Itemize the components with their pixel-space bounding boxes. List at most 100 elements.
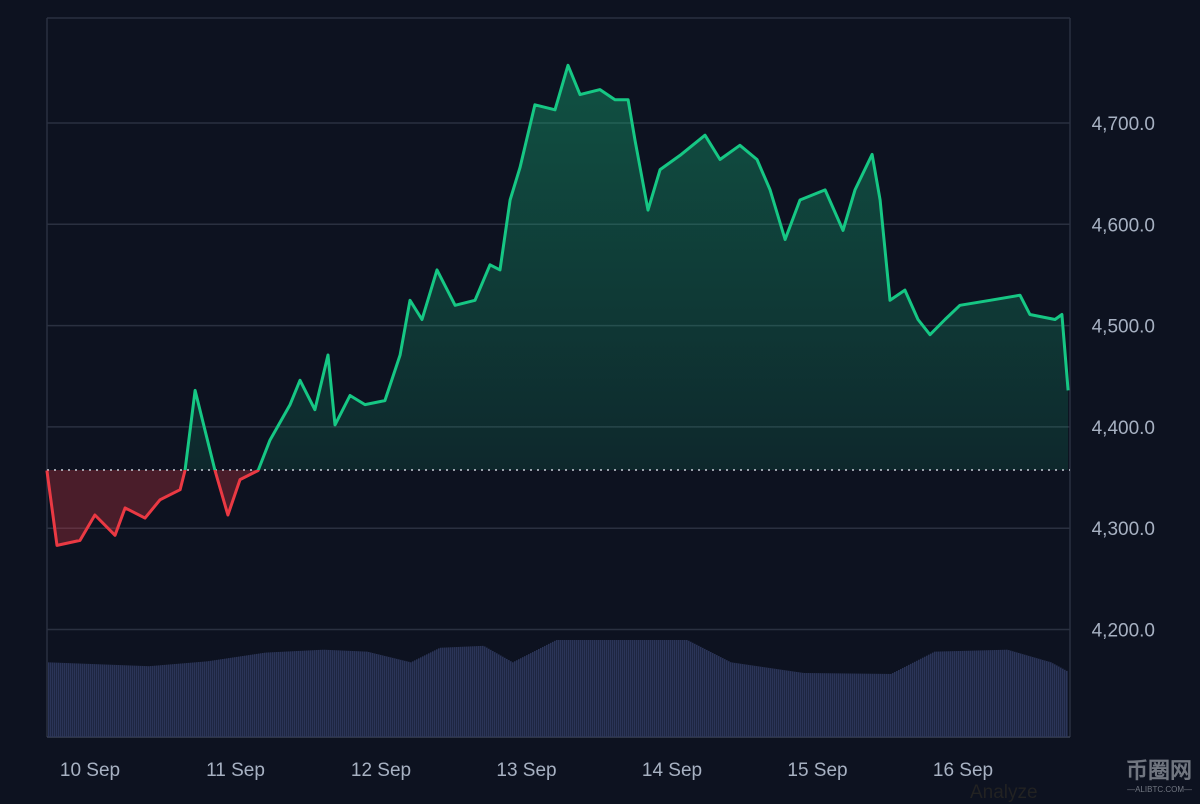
volume-bar <box>394 658 396 737</box>
volume-bar <box>764 667 766 737</box>
volume-bar <box>1064 669 1066 737</box>
volume-bar <box>444 647 446 737</box>
volume-bar <box>916 660 918 737</box>
volume-bar <box>578 640 580 737</box>
volume-bar <box>1018 652 1020 737</box>
volume-bar <box>446 647 448 737</box>
volume-bar <box>528 654 530 737</box>
volume-bar <box>490 649 492 737</box>
volume-bar <box>220 659 222 737</box>
volume-bar <box>546 644 548 737</box>
volume-bar <box>180 663 182 737</box>
volume-bar <box>742 664 744 737</box>
volume-bar <box>708 650 710 737</box>
volume-bar <box>984 650 986 737</box>
volume-bar <box>292 651 294 737</box>
volume-bar <box>944 651 946 737</box>
volume-bar <box>932 652 934 737</box>
volume-bar <box>336 650 338 737</box>
volume-bar <box>126 665 128 737</box>
volume-bar <box>332 650 334 737</box>
volume-bar <box>1022 654 1024 737</box>
volume-bar <box>482 645 484 737</box>
volume-bar <box>376 653 378 737</box>
volume-bar <box>884 673 886 737</box>
volume-bar <box>442 647 444 737</box>
volume-bar <box>252 654 254 737</box>
volume-bar <box>624 640 626 737</box>
volume-bar <box>1058 666 1060 737</box>
volume-bar <box>850 673 852 737</box>
volume-bar <box>162 665 164 737</box>
volume-bar <box>662 640 664 737</box>
volume-bar <box>898 669 900 737</box>
volume-bar <box>720 657 722 737</box>
volume-bar <box>882 673 884 737</box>
volume-bar <box>622 640 624 737</box>
volume-bar <box>552 641 554 737</box>
volume-bar <box>620 640 622 737</box>
volume-bar <box>682 640 684 737</box>
volume-bar <box>872 673 874 737</box>
volume-bar <box>122 665 124 737</box>
volume-bar <box>896 671 898 737</box>
volume-bar <box>660 640 662 737</box>
volume-bar <box>234 657 236 737</box>
volume-bar <box>202 661 204 737</box>
volume-bar <box>382 655 384 737</box>
volume-bar <box>540 647 542 737</box>
volume-bar <box>840 673 842 737</box>
volume-bar <box>402 660 404 737</box>
volume-bar <box>498 654 500 737</box>
volume-bar <box>504 657 506 737</box>
volume-bar <box>264 652 266 737</box>
volume-bar <box>478 646 480 737</box>
volume-bar <box>232 657 234 737</box>
volume-bar <box>870 673 872 737</box>
volume-bar <box>566 640 568 737</box>
volume-bar <box>632 640 634 737</box>
volume-bar <box>430 652 432 737</box>
y-tick-label: 4,500.0 <box>1092 317 1155 338</box>
volume-bar <box>846 673 848 737</box>
volume-bar <box>772 668 774 737</box>
volume-bar <box>194 662 196 737</box>
volume-bar <box>218 659 220 737</box>
volume-bar <box>458 646 460 737</box>
volume-bar <box>156 665 158 737</box>
volume-bar <box>484 646 486 737</box>
volume-bar <box>306 650 308 737</box>
volume-bar <box>192 662 194 737</box>
volume-bar <box>308 650 310 737</box>
volume-bar <box>676 640 678 737</box>
volume-bar <box>610 640 612 737</box>
volume-bar <box>388 656 390 737</box>
volume-bar <box>364 651 366 737</box>
volume-bar <box>380 654 382 737</box>
volume-bar <box>282 651 284 737</box>
volume-bar <box>138 665 140 737</box>
volume-bar <box>570 640 572 737</box>
volume-bar <box>568 640 570 737</box>
volume-bar <box>754 665 756 737</box>
volume-bar <box>864 673 866 737</box>
volume-bar <box>600 640 602 737</box>
volume-bar <box>678 640 680 737</box>
volume-bar <box>370 652 372 737</box>
volume-bar <box>242 656 244 737</box>
price-area-up <box>185 65 1069 470</box>
volume-bar <box>1044 660 1046 737</box>
volume-bar <box>268 652 270 737</box>
volume-bar <box>894 672 896 737</box>
volume-bar <box>314 650 316 737</box>
x-tick-label: 10 Sep <box>60 760 120 781</box>
volume-bar <box>396 658 398 737</box>
volume-bar <box>524 656 526 737</box>
volume-bar <box>652 640 654 737</box>
volume-bar <box>588 640 590 737</box>
volume-bar <box>196 662 198 737</box>
volume-bar <box>786 670 788 737</box>
volume-bar <box>920 658 922 737</box>
volume-bar <box>266 652 268 737</box>
